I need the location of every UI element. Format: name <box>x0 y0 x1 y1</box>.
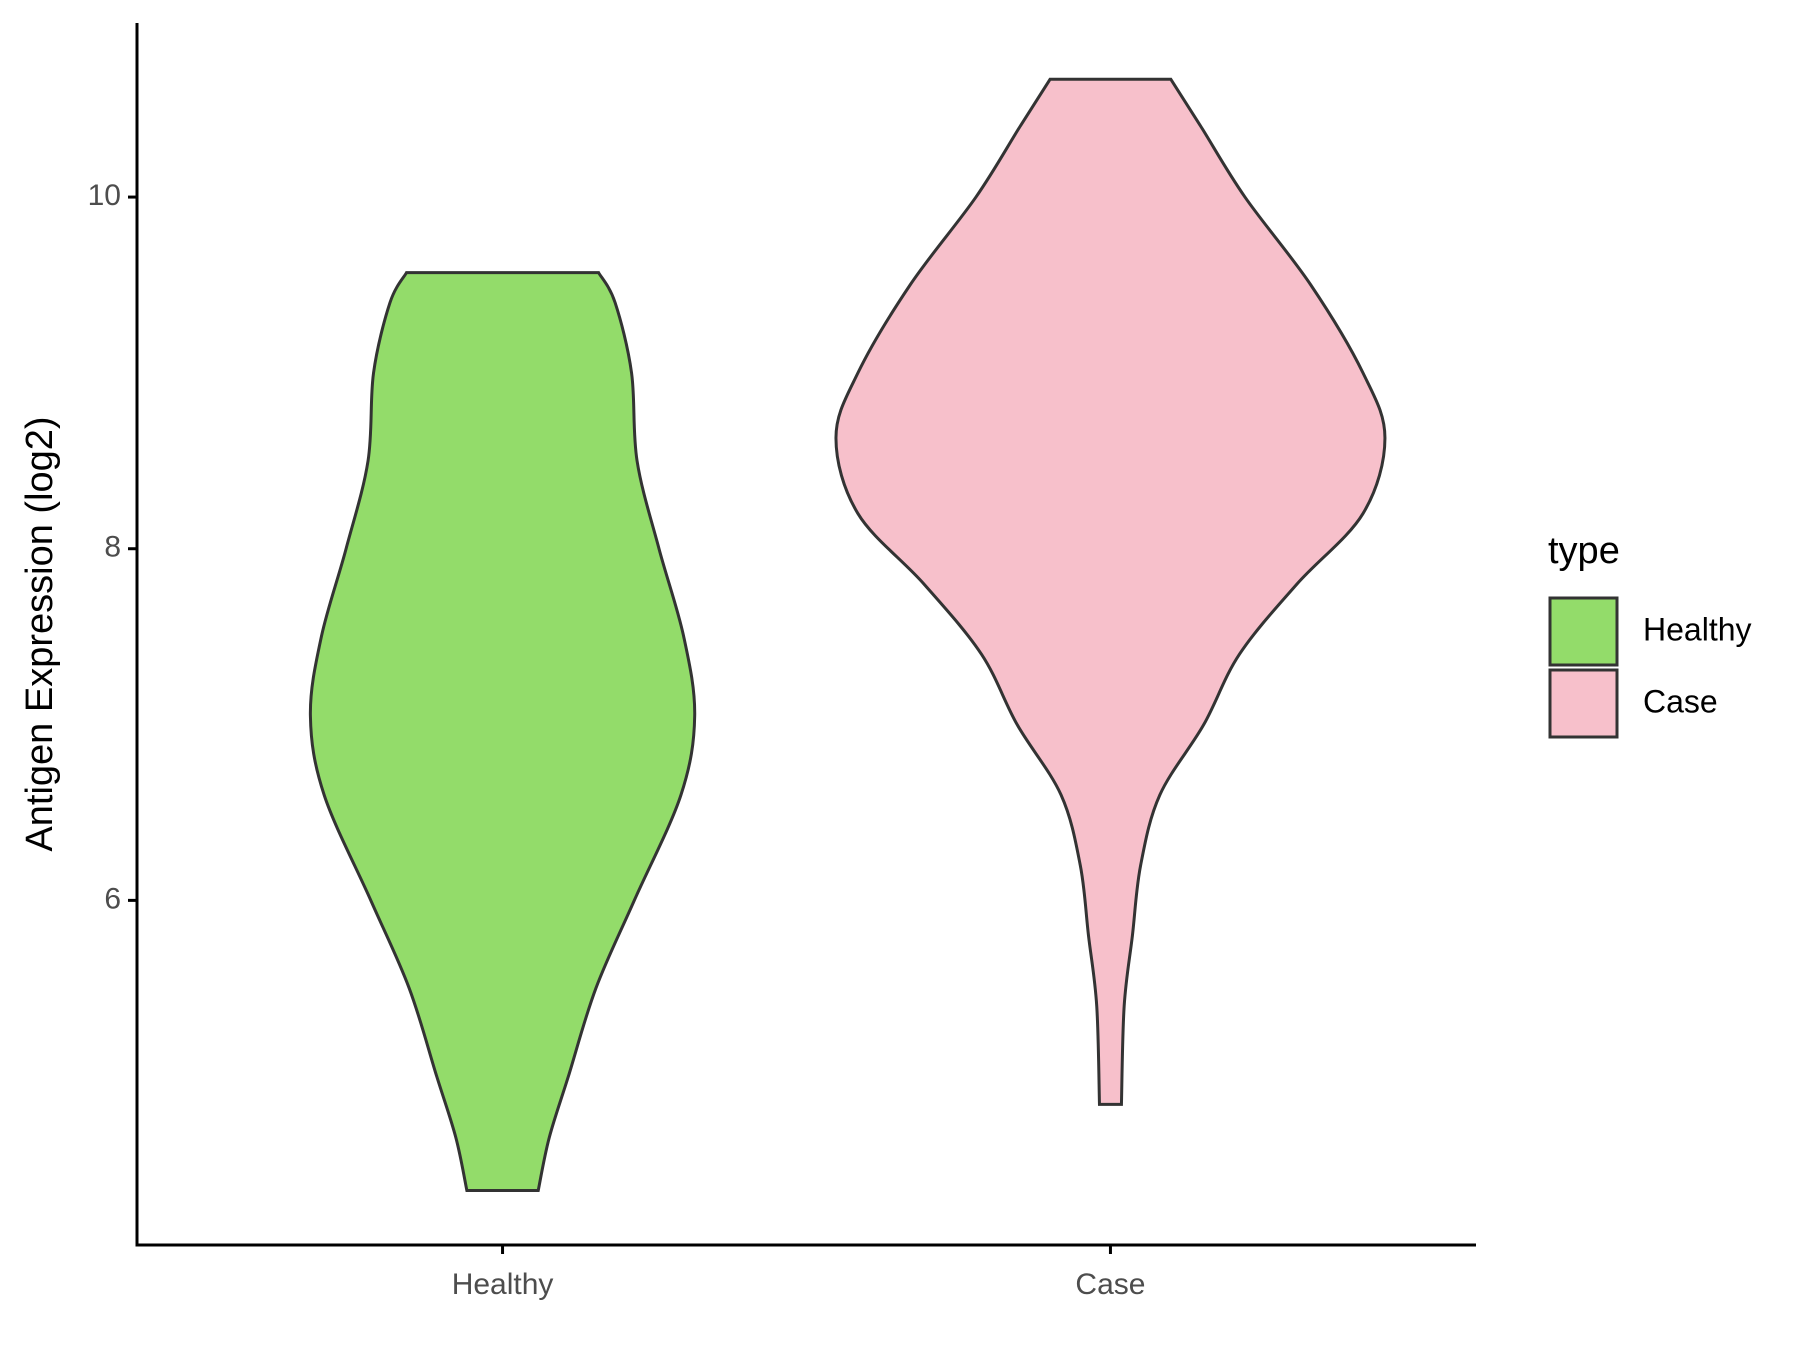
violin <box>834 77 1387 1106</box>
violin <box>308 271 697 1192</box>
x-tick-label: Case <box>1075 1268 1145 1301</box>
legend-label: Case <box>1643 683 1718 719</box>
legend-label: Healthy <box>1643 611 1752 647</box>
y-tick-label: 10 <box>88 179 121 212</box>
x-tick-label: Healthy <box>452 1268 554 1301</box>
y-tick-label: 8 <box>104 531 121 564</box>
legend-swatch <box>1548 668 1619 739</box>
y-axis-label: Antigen Expression (log2) <box>19 416 61 851</box>
legend-title: type <box>1548 530 1620 572</box>
legend-swatch <box>1548 596 1619 667</box>
y-tick-label: 6 <box>104 882 121 915</box>
